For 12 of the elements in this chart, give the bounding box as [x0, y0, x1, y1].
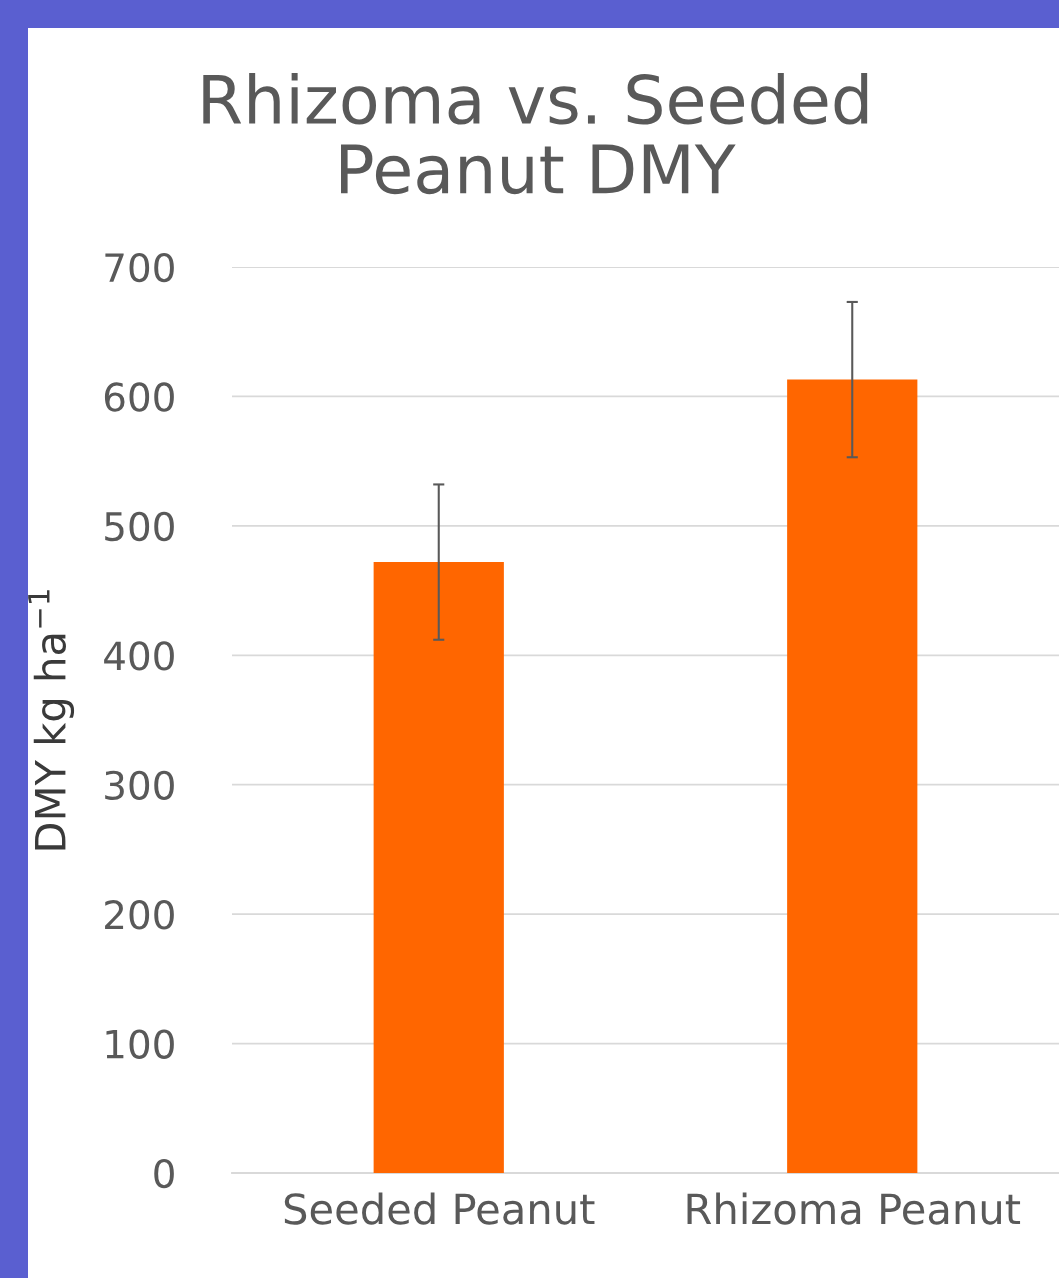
- x-tick-label: Rhizoma Peanut: [687, 1192, 1021, 1225]
- y-tick-label: 200: [105, 900, 174, 930]
- chart-title: Rhizoma vs. Seeded Peanut DMY: [203, 72, 868, 195]
- y-tick-label: 0: [154, 1158, 174, 1189]
- x-tick-label: Seeded Peanut: [284, 1192, 595, 1225]
- y-tick-label: 700: [105, 252, 174, 283]
- y-axis-title: DMY kg ha$^{−1}$: [28, 590, 75, 850]
- y-tick-label: 600: [104, 382, 174, 412]
- y-tick-label: 500: [105, 511, 174, 542]
- y-tick-label: 100: [106, 1029, 174, 1059]
- y-tick-label: 400: [104, 641, 174, 671]
- y-tick-label: 300: [105, 770, 174, 801]
